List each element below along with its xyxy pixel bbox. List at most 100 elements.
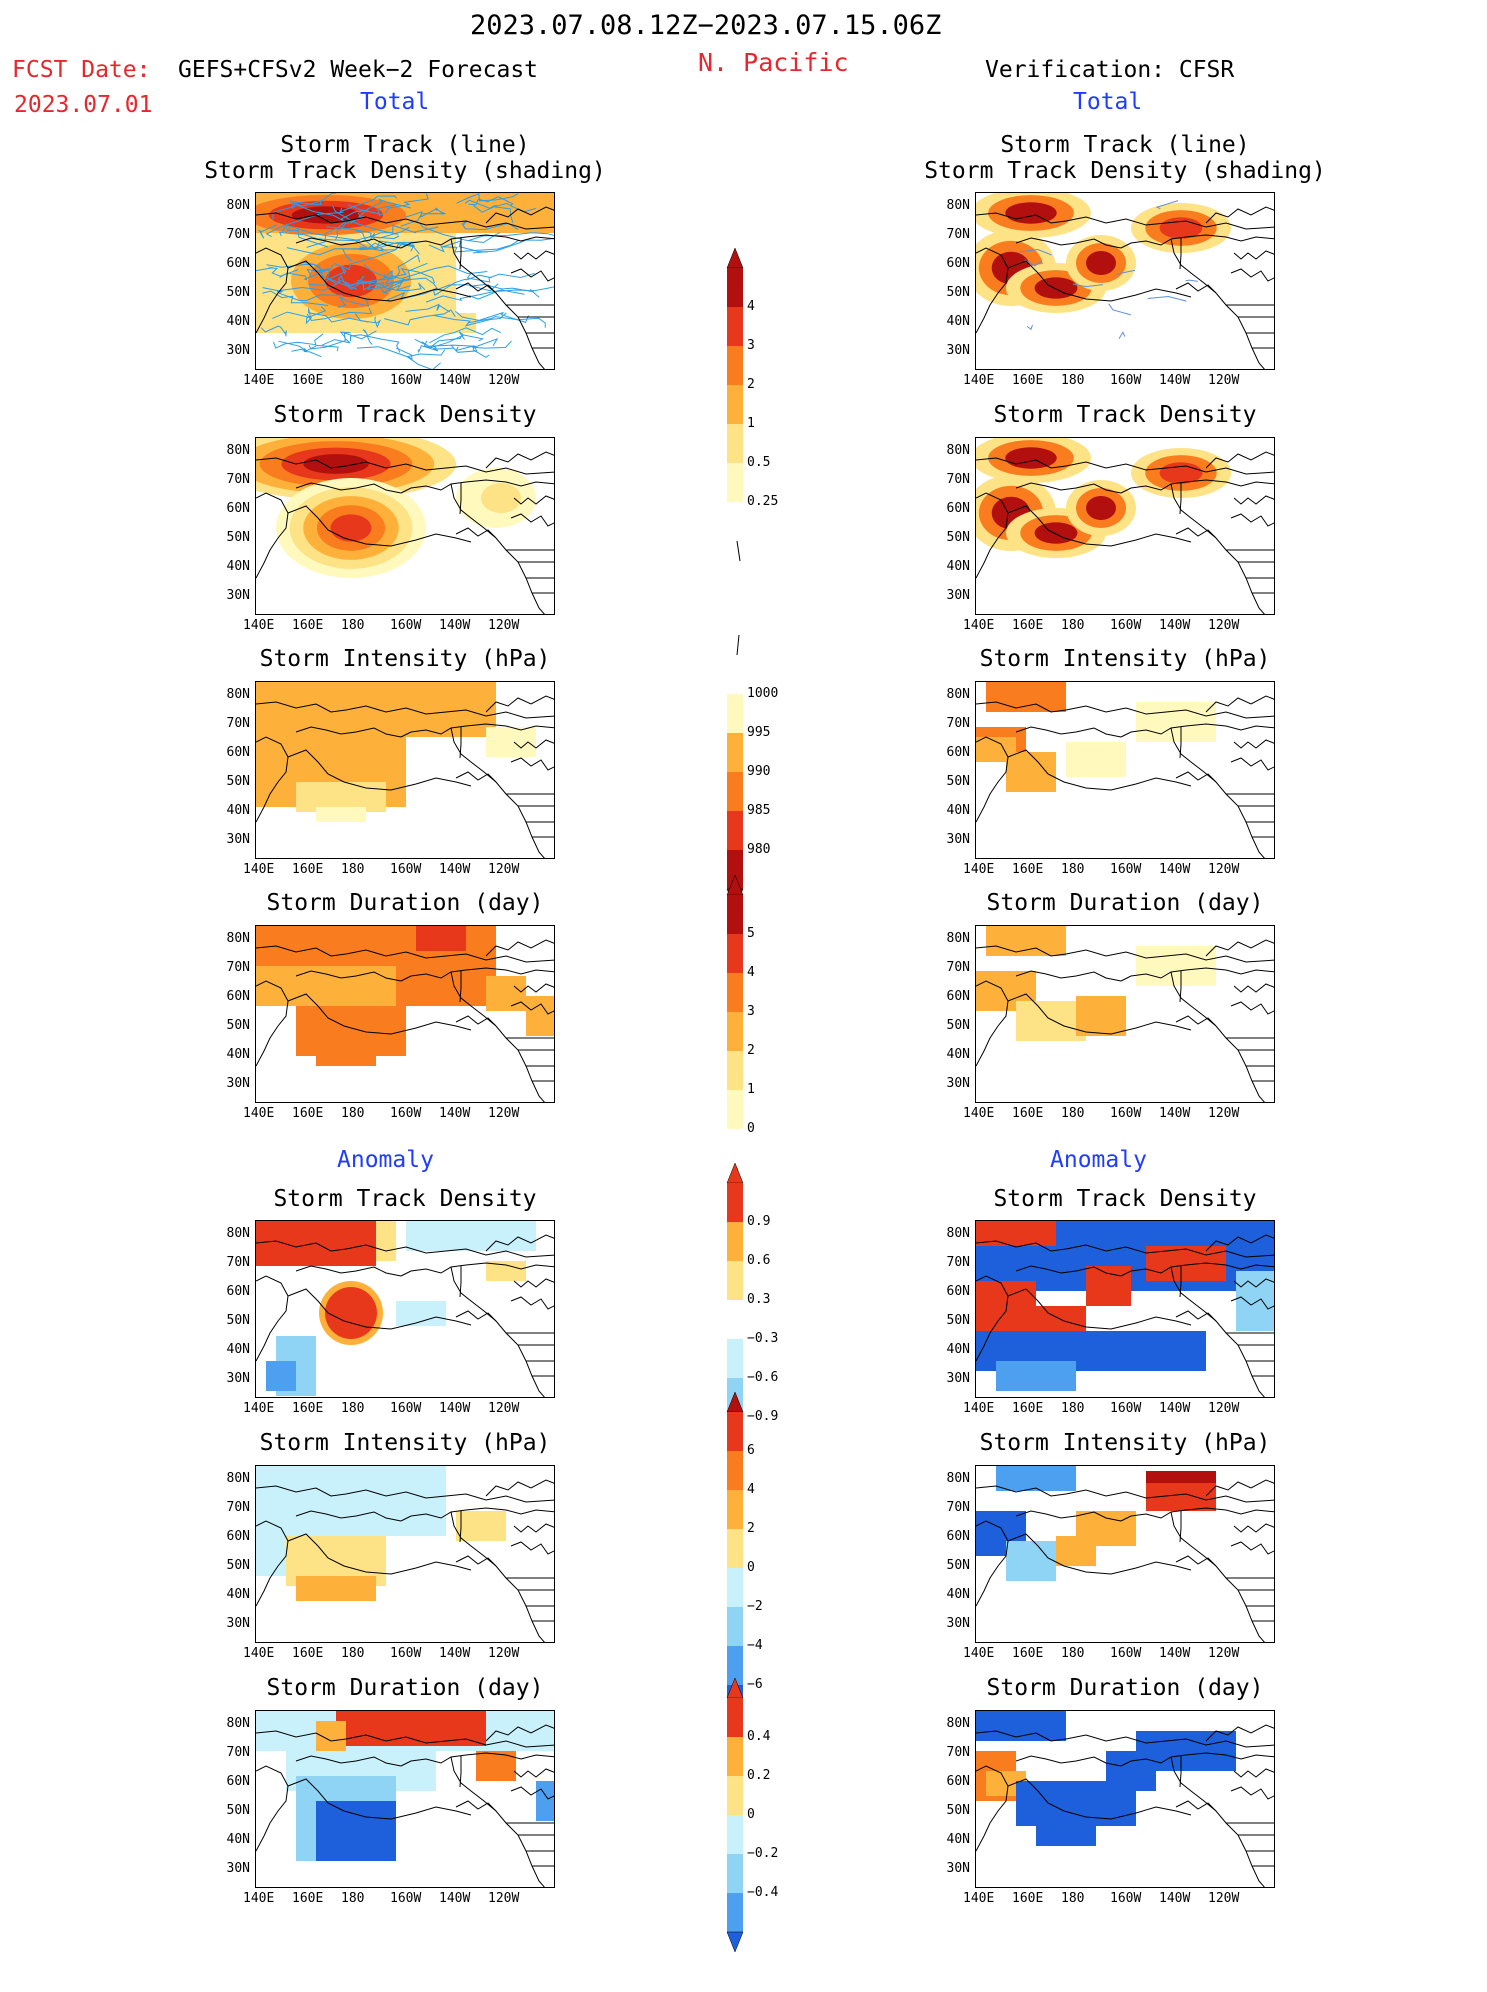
left-density-plot <box>256 438 554 614</box>
left-density-anom-lat-40N: 40N <box>226 1342 250 1357</box>
right-intensity-lon-180: 180 <box>1061 862 1085 877</box>
right-density-lon-160W: 160W <box>1110 618 1142 633</box>
right-density-anom-lat-30N: 30N <box>946 1371 970 1386</box>
colorbar-density_anom-label-4: −0.6 <box>747 1370 779 1385</box>
left-intensity-anom-title-1: Storm Intensity (hPa) <box>259 1430 551 1456</box>
right-intensity-map <box>975 681 1275 859</box>
right-track-line-lat-50N: 50N <box>946 285 970 300</box>
right-intensity-anom-lon-140E: 140E <box>963 1646 995 1661</box>
right-duration-anom-lon-160W: 160W <box>1110 1891 1142 1906</box>
left-duration-lon-180: 180 <box>341 1106 365 1121</box>
colorbar-duration_total-label-1: 4 <box>747 965 755 980</box>
verification-label: Verification: CFSR <box>985 57 1235 83</box>
right-track-line-lon-140W: 140W <box>1159 373 1191 388</box>
period-title: 2023.07.08.12Z−2023.07.15.06Z <box>470 10 942 41</box>
right-duration-lat-60N: 60N <box>946 989 970 1004</box>
left-intensity-anom-lat-80N: 80N <box>226 1471 250 1486</box>
right-duration-lat-30N: 30N <box>946 1076 970 1091</box>
left-intensity-lon-140E: 140E <box>243 862 275 877</box>
left-intensity-lon-180: 180 <box>341 862 365 877</box>
colorbar-intensity_total-label-2: 990 <box>747 764 771 779</box>
left-density-lat-60N: 60N <box>226 501 250 516</box>
right-intensity-lon-160W: 160W <box>1110 862 1142 877</box>
left-intensity-plot <box>256 682 554 858</box>
right-density-anom-lon-180: 180 <box>1061 1401 1085 1416</box>
right-track-line-lat-30N: 30N <box>946 343 970 358</box>
left-density-anom-plot <box>256 1221 554 1397</box>
left-intensity-lon-160W: 160W <box>390 862 422 877</box>
colorbar-duration_total-label-0: 5 <box>747 926 755 941</box>
colorbar-intensity_anom-label-3: 0 <box>747 1560 755 1575</box>
colorbar-duration_anom-label-1: 0.2 <box>747 1768 771 1783</box>
left-duration-anom-plot <box>256 1711 554 1887</box>
colorbar-density_total <box>726 248 744 562</box>
right-density-lat-70N: 70N <box>946 472 970 487</box>
right-track-line-lon-160E: 160E <box>1012 373 1044 388</box>
right-duration-anom-lon-180: 180 <box>1061 1891 1085 1906</box>
colorbar-density_total-label-0: 4 <box>747 299 755 314</box>
colorbar-density_total-label-4: 0.5 <box>747 455 771 470</box>
right-duration-lon-160E: 160E <box>1012 1106 1044 1121</box>
right-intensity-anom-lat-60N: 60N <box>946 1529 970 1544</box>
right-duration-anom-map <box>975 1710 1275 1888</box>
left-duration-anom-lon-140W: 140W <box>439 1891 471 1906</box>
right-duration-anom-lat-60N: 60N <box>946 1774 970 1789</box>
left-duration-plot <box>256 926 554 1102</box>
right-intensity-lon-160E: 160E <box>1012 862 1044 877</box>
left-density-lat-70N: 70N <box>226 472 250 487</box>
right-intensity-anom-lat-50N: 50N <box>946 1558 970 1573</box>
left-intensity-lon-160E: 160E <box>292 862 324 877</box>
left-track-line-title-1: Storm Track (line) <box>280 132 530 158</box>
right-intensity-lon-120W: 120W <box>1208 862 1240 877</box>
right-intensity-lat-40N: 40N <box>946 803 970 818</box>
left-density-lon-120W: 120W <box>488 618 520 633</box>
left-duration-anom-lat-50N: 50N <box>226 1803 250 1818</box>
left-intensity-lat-60N: 60N <box>226 745 250 760</box>
right-intensity-title-1: Storm Intensity (hPa) <box>979 646 1271 672</box>
colorbar-density_total-label-3: 1 <box>747 416 755 431</box>
left-intensity-anom-lon-160E: 160E <box>292 1646 324 1661</box>
fcst-date-label: FCST Date: <box>12 57 151 83</box>
right-density-anom-lon-140E: 140E <box>963 1401 995 1416</box>
left-intensity-lon-140W: 140W <box>439 862 471 877</box>
left-density-anom-lon-140E: 140E <box>243 1401 275 1416</box>
right-density-anom-map <box>975 1220 1275 1398</box>
left-duration-anom-title-1: Storm Duration (day) <box>266 1675 544 1701</box>
left-duration-lon-120W: 120W <box>488 1106 520 1121</box>
right-duration-plot <box>976 926 1274 1102</box>
right-density-lon-140W: 140W <box>1159 618 1191 633</box>
right-duration-lon-120W: 120W <box>1208 1106 1240 1121</box>
right-track-line-title-2: Storm Track Density (shading) <box>924 158 1326 184</box>
right-track-line-lat-60N: 60N <box>946 256 970 271</box>
right-intensity-anom-lat-80N: 80N <box>946 1471 970 1486</box>
left-intensity-lon-120W: 120W <box>488 862 520 877</box>
right-intensity-anom-lon-180: 180 <box>1061 1646 1085 1661</box>
right-duration-anom-lat-50N: 50N <box>946 1803 970 1818</box>
right-density-lat-80N: 80N <box>946 443 970 458</box>
left-density-anom-lat-50N: 50N <box>226 1313 250 1328</box>
right-track-line-lat-70N: 70N <box>946 227 970 242</box>
left-intensity-lat-80N: 80N <box>226 687 250 702</box>
left-duration-anom-lon-180: 180 <box>341 1891 365 1906</box>
left-duration-anom-lat-40N: 40N <box>226 1832 250 1847</box>
left-track-line-lon-160W: 160W <box>390 373 422 388</box>
colorbar-intensity_anom-label-4: −2 <box>747 1599 763 1614</box>
left-density-lon-160W: 160W <box>390 618 422 633</box>
fcst-model: GEFS+CFSv2 Week−2 Forecast <box>178 57 539 83</box>
colorbar-density_anom-label-3: −0.3 <box>747 1331 779 1346</box>
left-track-line-map <box>255 192 555 370</box>
colorbar-intensity_anom-label-1: 4 <box>747 1482 755 1497</box>
right-density-lon-180: 180 <box>1061 618 1085 633</box>
left-duration-anom-lat-80N: 80N <box>226 1716 250 1731</box>
right-track-line-plot <box>976 193 1274 369</box>
colorbar-duration_total-label-3: 2 <box>747 1043 755 1058</box>
right-duration-lat-40N: 40N <box>946 1047 970 1062</box>
left-density-title-1: Storm Track Density <box>273 402 537 428</box>
right-intensity-anom-lat-40N: 40N <box>946 1587 970 1602</box>
right-density-anom-lat-80N: 80N <box>946 1226 970 1241</box>
right-duration-anom-lat-40N: 40N <box>946 1832 970 1847</box>
right-density-lat-50N: 50N <box>946 530 970 545</box>
left-track-line-lat-80N: 80N <box>226 198 250 213</box>
left-intensity-anom-lat-40N: 40N <box>226 1587 250 1602</box>
colorbar-intensity_anom-label-5: −4 <box>747 1638 763 1653</box>
